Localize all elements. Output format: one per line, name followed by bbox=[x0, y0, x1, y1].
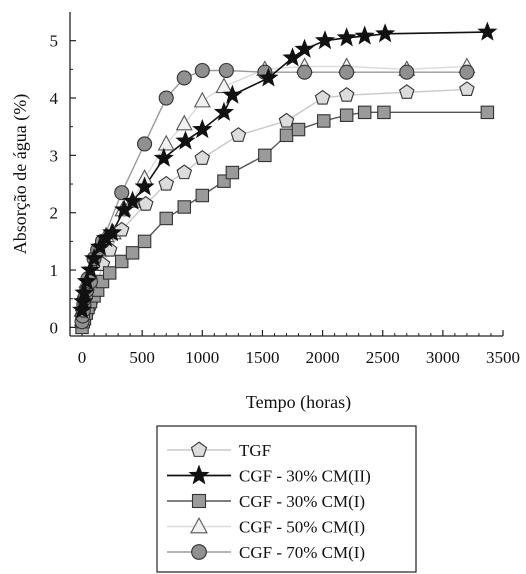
point-cgf-30-cm-ii bbox=[192, 119, 213, 139]
point-cgf-30-cm-ii bbox=[90, 236, 111, 256]
x-tick-label: 2500 bbox=[366, 348, 400, 367]
point-tgf bbox=[338, 86, 355, 102]
point-cgf-50-cm-i bbox=[193, 91, 211, 108]
point-cgf-30-cm-ii bbox=[80, 259, 101, 279]
point-tgf bbox=[314, 89, 331, 105]
point-cgf-70-cm-i bbox=[158, 90, 174, 106]
point-cgf-30-cm-ii bbox=[314, 30, 336, 50]
y-tick-label: 3 bbox=[50, 146, 59, 165]
y-axis-label: Absorção de água (%) bbox=[10, 94, 31, 254]
series-cgf-30-cm-ii bbox=[71, 21, 498, 319]
point-cgf-30-cm-i bbox=[177, 200, 192, 214]
legend-marker-cgf-50-cm-i bbox=[190, 516, 208, 534]
point-cgf-30-cm-ii bbox=[375, 23, 396, 43]
x-tick-label: 3500 bbox=[486, 348, 520, 367]
point-cgf-30-cm-i bbox=[102, 266, 117, 280]
point-cgf-30-cm-i bbox=[225, 165, 240, 180]
x-tick-label: 3000 bbox=[426, 348, 460, 367]
point-tgf bbox=[158, 175, 175, 191]
point-cgf-70-cm-i bbox=[339, 64, 355, 80]
point-cgf-70-cm-i bbox=[194, 62, 210, 79]
point-cgf-30-cm-ii bbox=[84, 248, 105, 268]
point-cgf-30-cm-ii bbox=[354, 25, 375, 45]
legend-label-cgf-30-cm-ii: CGF - 30% CM(II) bbox=[239, 467, 371, 486]
point-cgf-30-cm-i bbox=[377, 105, 391, 120]
legend-marker-cgf-30-cm-i bbox=[191, 493, 207, 509]
point-tgf bbox=[398, 84, 415, 99]
point-cgf-50-cm-i bbox=[215, 77, 233, 94]
legend-marker-cgf-70-cm-i bbox=[191, 544, 207, 560]
legend-marker-cgf-30-cm-ii bbox=[188, 464, 210, 485]
series-line-cgf-30-cm-ii bbox=[81, 31, 488, 311]
point-cgf-30-cm-ii bbox=[213, 101, 235, 121]
point-tgf bbox=[137, 195, 154, 211]
point-cgf-30-cm-ii bbox=[294, 38, 315, 58]
point-tgf bbox=[459, 81, 475, 97]
point-cgf-30-cm-i bbox=[291, 122, 306, 137]
point-cgf-30-cm-i bbox=[279, 128, 294, 143]
legend-label-cgf-30-cm-i: CGF - 30% CM(I) bbox=[239, 492, 365, 511]
point-cgf-70-cm-i bbox=[296, 64, 313, 80]
point-cgf-70-cm-i bbox=[137, 136, 153, 152]
point-cgf-30-cm-i bbox=[137, 234, 152, 249]
point-cgf-30-cm-ii bbox=[222, 84, 243, 104]
point-cgf-30-cm-i bbox=[258, 148, 272, 163]
x-tick-label: 1500 bbox=[245, 348, 279, 367]
y-tick-label: 5 bbox=[50, 32, 59, 51]
point-tgf bbox=[230, 127, 247, 142]
x-tick-label: 500 bbox=[129, 348, 155, 367]
point-cgf-70-cm-i bbox=[176, 70, 192, 86]
point-cgf-30-cm-ii bbox=[76, 270, 97, 291]
point-cgf-30-cm-ii bbox=[122, 190, 143, 210]
series-markers bbox=[71, 21, 498, 335]
point-cgf-70-cm-i bbox=[218, 62, 234, 79]
y-tick-label: 0 bbox=[50, 318, 59, 337]
point-cgf-30-cm-ii bbox=[134, 176, 155, 196]
legend-label-cgf-50-cm-i: CGF - 50% CM(I) bbox=[239, 518, 365, 537]
point-cgf-30-cm-i bbox=[125, 246, 140, 260]
point-cgf-30-cm-ii bbox=[102, 222, 123, 242]
point-cgf-30-cm-ii bbox=[258, 67, 279, 87]
point-cgf-30-cm-ii bbox=[74, 282, 95, 302]
point-cgf-30-cm-i bbox=[357, 105, 372, 120]
point-tgf bbox=[278, 112, 295, 128]
point-cgf-30-cm-ii bbox=[477, 21, 498, 41]
point-cgf-30-cm-i bbox=[114, 254, 129, 269]
point-cgf-30-cm-i bbox=[195, 188, 210, 203]
point-cgf-70-cm-i bbox=[399, 64, 415, 80]
point-cgf-30-cm-ii bbox=[336, 27, 357, 47]
point-cgf-70-cm-i bbox=[459, 64, 475, 80]
point-tgf bbox=[194, 150, 211, 165]
series-line-cgf-70-cm-i bbox=[81, 69, 467, 322]
y-tick-label: 1 bbox=[50, 261, 59, 280]
point-cgf-50-cm-i bbox=[175, 114, 193, 131]
point-cgf-30-cm-i bbox=[159, 211, 173, 226]
point-cgf-30-cm-ii bbox=[282, 47, 303, 67]
legend: TGF CGF - 30% CM(II) CGF - 30% CM(I) CGF - … bbox=[156, 425, 417, 573]
legend-label-cgf-70-cm-i: CGF - 70% CM(I) bbox=[239, 543, 365, 562]
series-cgf-50-cm-i bbox=[73, 57, 476, 317]
legend-label-tgf: TGF bbox=[239, 441, 271, 460]
point-cgf-30-cm-ii bbox=[153, 147, 174, 167]
x-tick-label: 0 bbox=[78, 348, 87, 367]
point-cgf-70-cm-i bbox=[114, 185, 130, 201]
point-cgf-30-cm-ii bbox=[175, 130, 196, 150]
point-tgf bbox=[176, 164, 193, 180]
y-tick-label: 4 bbox=[50, 89, 59, 108]
point-cgf-30-cm-i bbox=[317, 114, 331, 128]
axes: 0 500 1000 1500 2000 2500 3000 3500 0 1 2 3 4 5 bbox=[50, 12, 520, 367]
point-cgf-30-cm-i bbox=[480, 105, 495, 120]
series-line-tgf bbox=[81, 88, 467, 328]
y-tick-label: 2 bbox=[50, 204, 59, 223]
x-tick-label: 1000 bbox=[185, 348, 219, 367]
point-cgf-30-cm-i bbox=[339, 108, 354, 122]
series-line-cgf-50-cm-i bbox=[81, 65, 467, 311]
x-axis-label: Tempo (horas) bbox=[246, 392, 351, 413]
legend-marker-tgf bbox=[190, 441, 208, 457]
x-tick-label: 2000 bbox=[306, 348, 340, 367]
point-cgf-50-cm-i bbox=[157, 134, 175, 151]
